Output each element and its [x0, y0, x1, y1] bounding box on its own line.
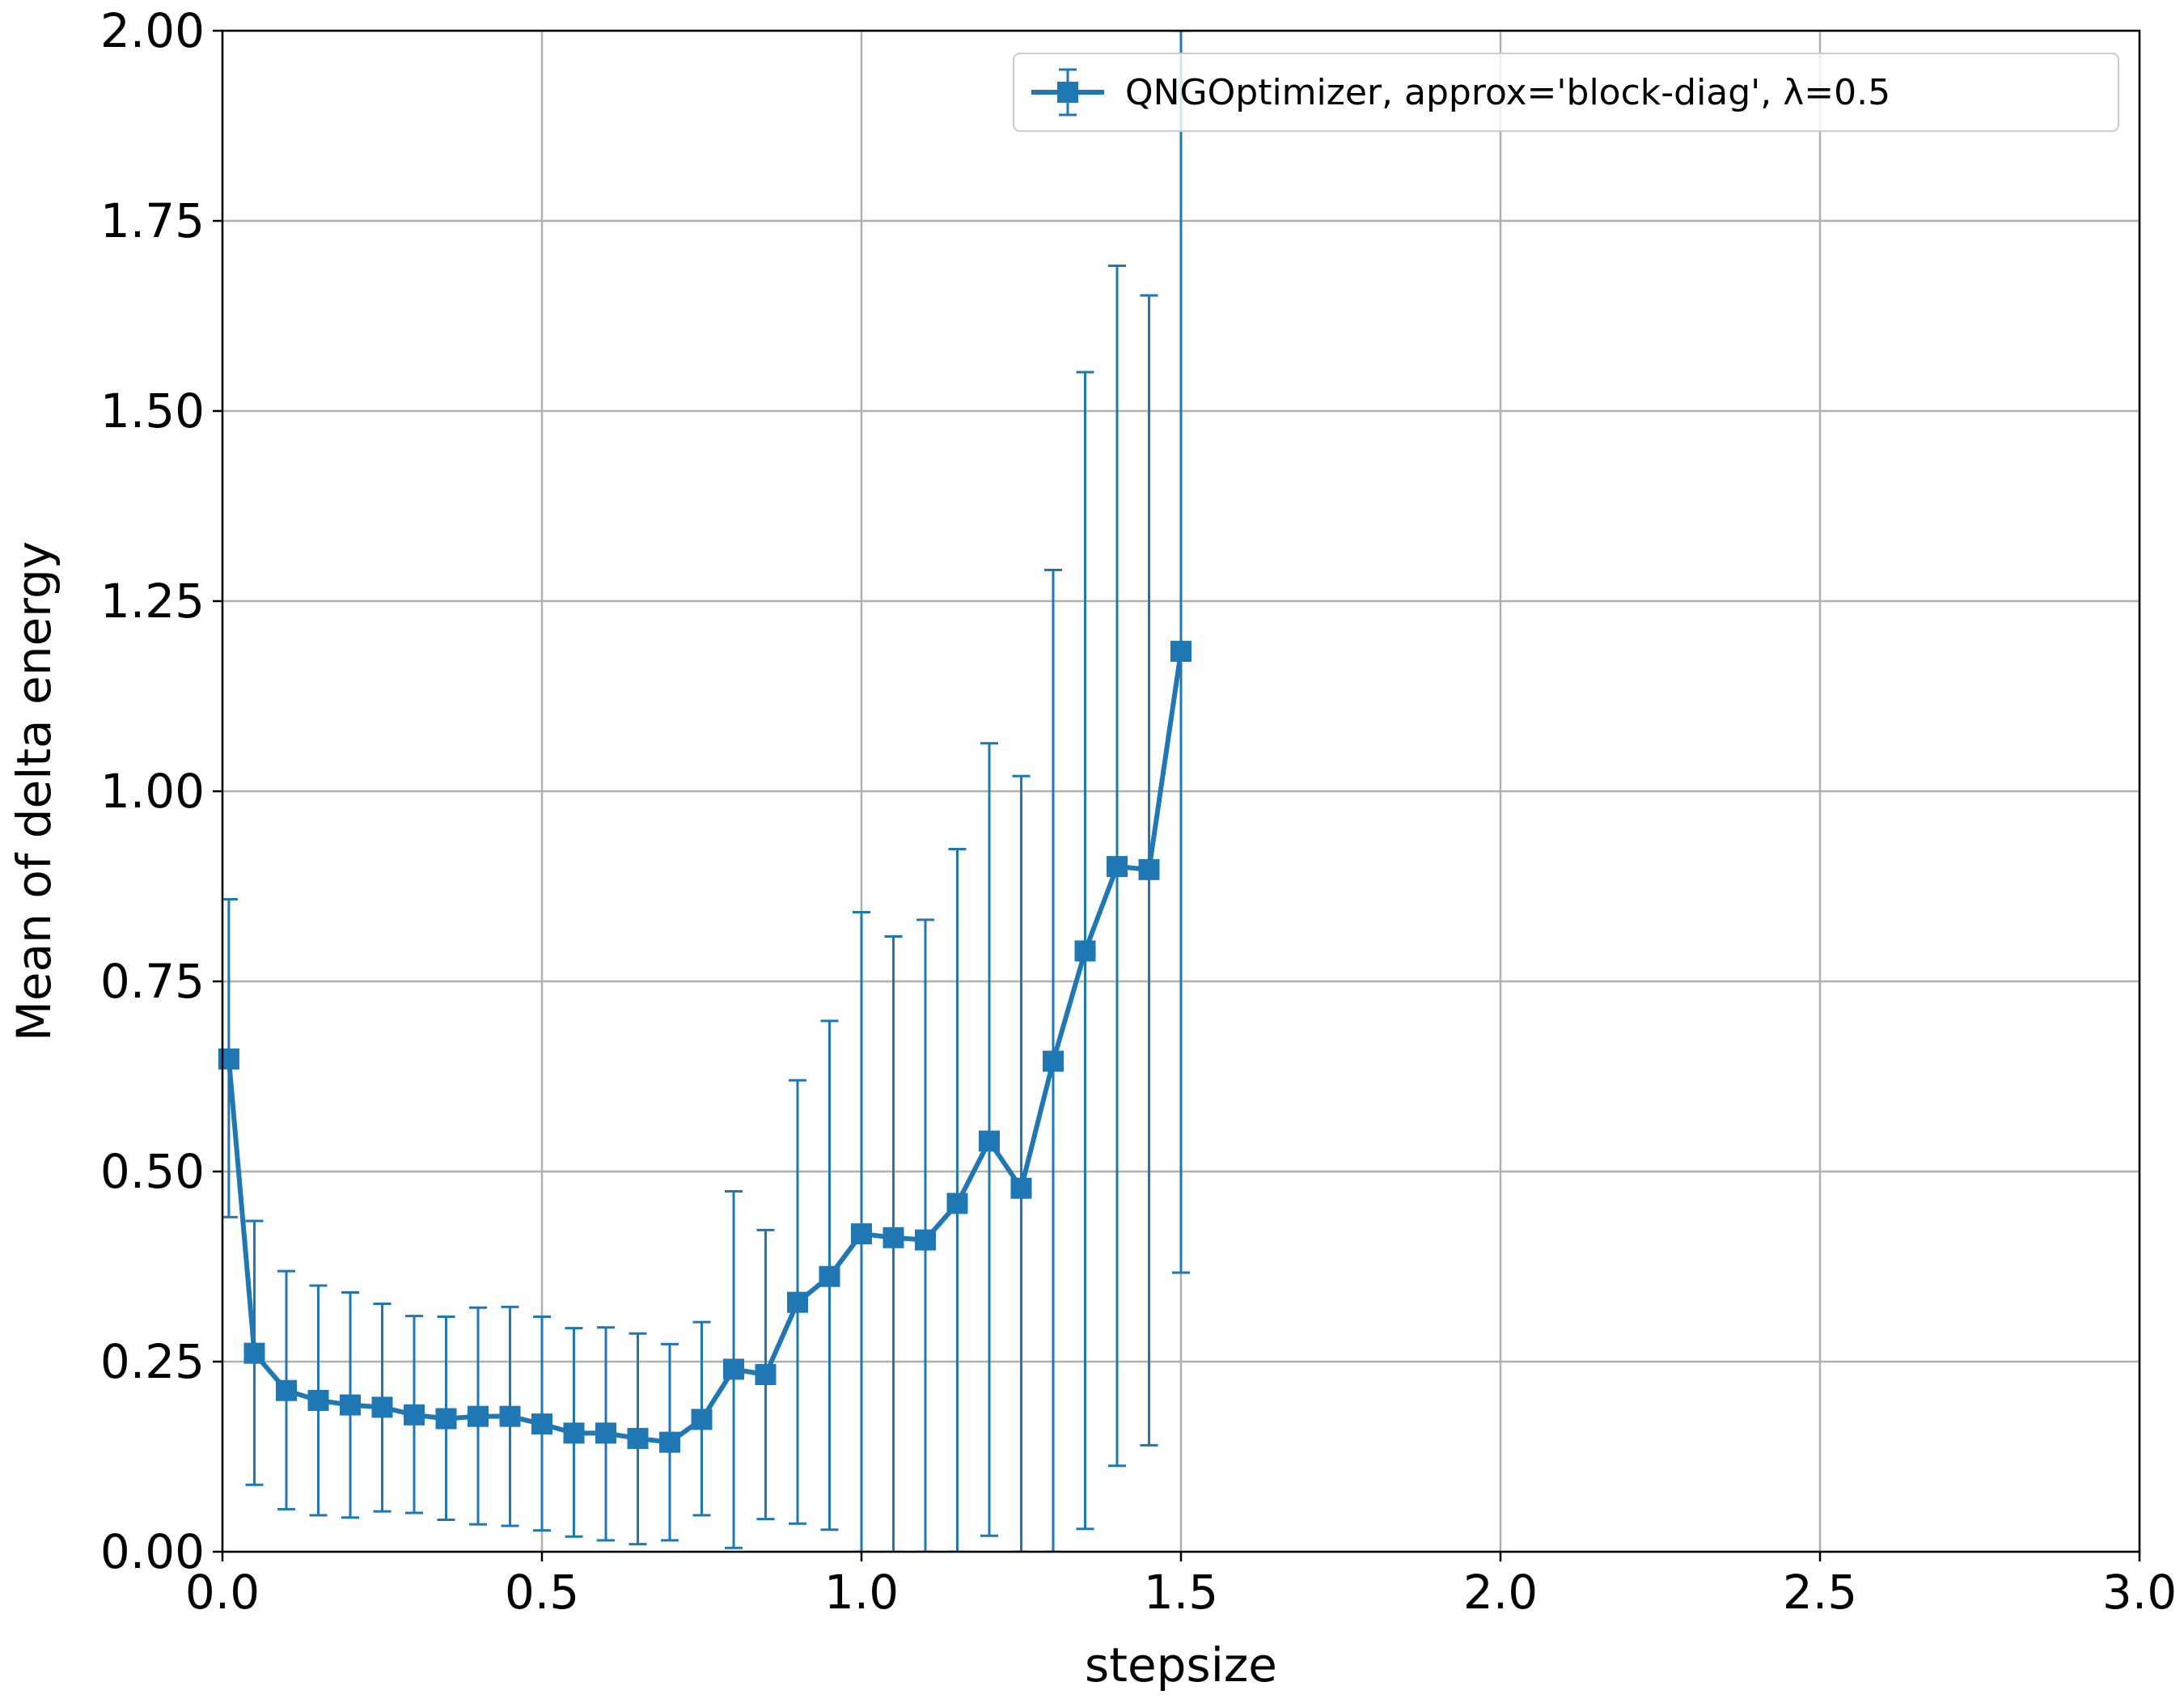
- data-point: [1107, 856, 1128, 878]
- data-point: [243, 1342, 265, 1364]
- x-tick-label: 0.0: [185, 1565, 260, 1620]
- data-point: [307, 1389, 329, 1411]
- data-point: [531, 1413, 552, 1435]
- legend-box: [1013, 53, 2119, 132]
- data-point: [1138, 858, 1160, 880]
- data-series: [218, 641, 1191, 1453]
- data-point: [819, 1265, 840, 1287]
- x-tick-label: 0.5: [505, 1565, 579, 1620]
- x-axis-label: stepsize: [1085, 1638, 1277, 1693]
- data-point: [499, 1405, 521, 1427]
- y-tick-label: 2.00: [100, 3, 205, 58]
- data-point: [915, 1229, 936, 1251]
- y-axis-label: Mean of delta energy: [6, 541, 61, 1041]
- x-tick-label: 1.0: [824, 1565, 899, 1620]
- x-tick-label: 2.0: [1463, 1565, 1538, 1620]
- legend-label: QNGOptimizer, approx='block-diag', λ=0.5: [1125, 72, 1890, 113]
- y-axis-ticks: 0.00 0.25 0.50 0.75 1.00 1.25 1.50 1.75 2.00: [100, 3, 222, 1579]
- legend-square-marker: [1057, 82, 1078, 103]
- data-point: [595, 1422, 616, 1444]
- data-point: [755, 1363, 777, 1385]
- y-tick-label: 0.00: [100, 1524, 205, 1579]
- x-tick-label: 2.5: [1783, 1565, 1857, 1620]
- data-point: [563, 1422, 585, 1444]
- legend: QNGOptimizer, approx='block-diag', λ=0.5: [1013, 53, 2119, 132]
- data-point: [787, 1291, 808, 1313]
- y-tick-label: 1.75: [100, 193, 205, 248]
- data-point: [946, 1193, 968, 1214]
- data-point: [340, 1394, 361, 1416]
- data-point: [276, 1379, 297, 1401]
- x-tick-label: 3.0: [2102, 1565, 2177, 1620]
- y-tick-label: 1.50: [100, 383, 205, 439]
- data-point: [1010, 1177, 1032, 1199]
- data-point: [851, 1223, 872, 1245]
- y-tick-label: 0.25: [100, 1334, 205, 1389]
- data-point: [691, 1409, 713, 1430]
- y-tick-label: 0.75: [100, 954, 205, 1009]
- x-axis-ticks: 0.0 0.5 1.0 1.5 2.0 2.5 3.0: [185, 1552, 2177, 1620]
- y-tick-label: 1.25: [100, 574, 205, 629]
- data-point: [882, 1227, 904, 1248]
- data-point: [979, 1130, 1000, 1152]
- y-tick-label: 1.00: [100, 764, 205, 819]
- legend-marker: [1031, 68, 1104, 117]
- data-point: [723, 1358, 744, 1380]
- data-point: [627, 1427, 649, 1449]
- x-tick-label: 1.5: [1144, 1565, 1218, 1620]
- data-point: [1074, 940, 1096, 962]
- y-tick-label: 0.50: [100, 1144, 205, 1199]
- data-point: [659, 1431, 680, 1453]
- data-point: [1170, 641, 1191, 663]
- data-point: [371, 1396, 393, 1418]
- data-point: [404, 1404, 425, 1426]
- data-point: [1043, 1050, 1064, 1072]
- data-point: [468, 1405, 489, 1427]
- data-point: [435, 1408, 457, 1430]
